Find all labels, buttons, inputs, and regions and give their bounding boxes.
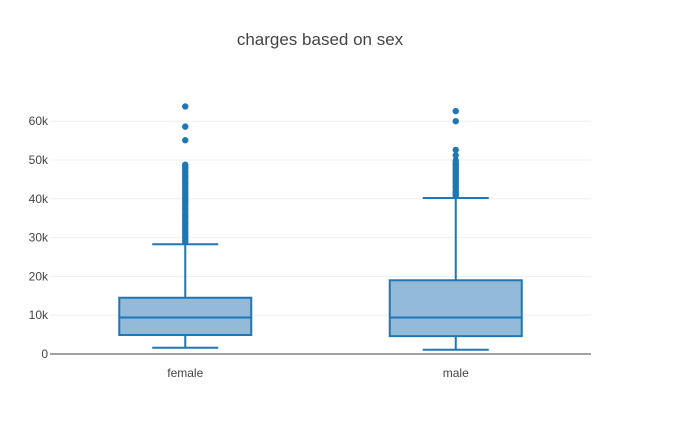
axes: 0 10k 20k 30k 40k 50k 60k female male — [29, 114, 591, 380]
boxes — [118, 103, 523, 351]
y-tick-label: 60k — [29, 114, 49, 128]
outlier-point — [182, 103, 189, 110]
y-tick-label: 10k — [29, 308, 49, 322]
iqr-box — [118, 296, 253, 336]
x-tick-label-female: female — [167, 366, 203, 380]
y-tick-label: 50k — [29, 153, 49, 167]
outlier-point — [452, 107, 459, 115]
y-tick-label: 0 — [41, 347, 48, 361]
box-male — [388, 107, 523, 351]
y-tick-label: 40k — [29, 192, 49, 206]
outlier-point — [182, 123, 189, 130]
outlier-point — [182, 161, 189, 168]
y-tick-label: 30k — [29, 231, 49, 245]
outlier-point — [452, 146, 459, 154]
chart-title: charges based on sex — [237, 30, 404, 49]
outlier-point — [452, 157, 459, 164]
box-female — [118, 103, 253, 349]
outlier-point — [452, 118, 459, 125]
outlier-point — [182, 137, 189, 144]
outlier-point — [452, 152, 459, 159]
x-tick-label-male: male — [443, 366, 469, 380]
y-tick-label: 20k — [29, 269, 49, 283]
iqr-box — [388, 279, 523, 338]
